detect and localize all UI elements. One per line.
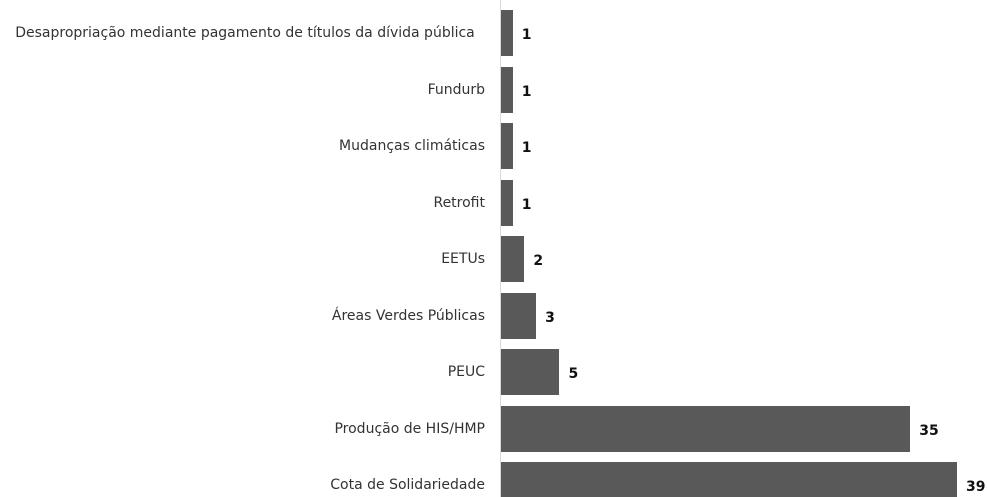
value-label: 5 [568, 366, 579, 382]
bar [501, 349, 560, 395]
value-label: 1 [521, 196, 532, 213]
value-label: 1 [521, 140, 532, 156]
category-label: Cota de Solidariedade [330, 477, 485, 493]
category-label: Produção de HIS/HMP [334, 420, 485, 437]
category-label: Desapropriação mediante pagamento de tít… [15, 25, 475, 41]
bar [501, 10, 513, 56]
category-axis [500, 0, 501, 497]
category-label: Áreas Verdes Públicas [331, 307, 485, 324]
bar [501, 123, 513, 169]
bar [501, 179, 513, 226]
value-label: 1 [521, 27, 532, 43]
category-label: EETUs [441, 251, 485, 267]
category-label: Retrofit [433, 194, 485, 211]
bar [501, 405, 911, 452]
category-label: Fundurb [427, 81, 485, 98]
bar [501, 236, 525, 282]
value-label: 1 [521, 83, 532, 100]
value-label: 2 [533, 253, 544, 269]
category-label: PEUC [447, 364, 485, 380]
value-label: 3 [545, 309, 555, 326]
bar [501, 292, 537, 339]
value-label: 39 [966, 479, 986, 495]
bar [501, 66, 513, 113]
category-label: Mudanças climáticas [339, 138, 485, 154]
bar [501, 462, 957, 497]
value-label: 35 [919, 422, 939, 439]
